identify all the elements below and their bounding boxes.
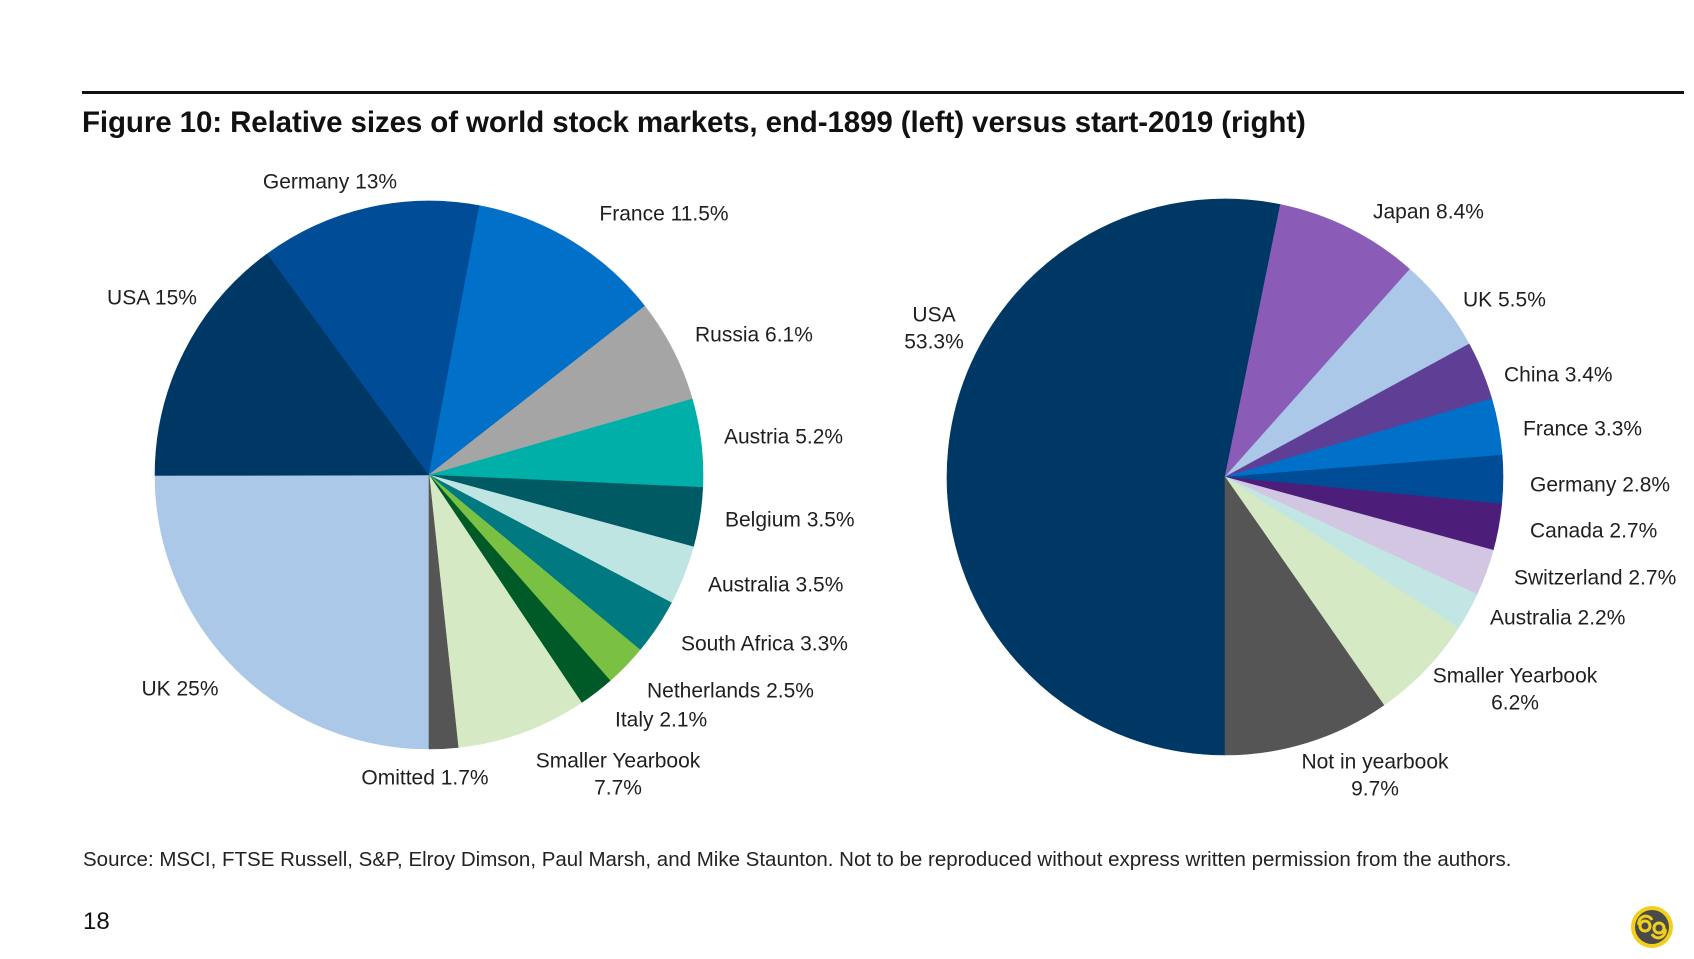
slice-value-label-not-in-yearbook: 9.7% [1351, 778, 1399, 801]
slice-label-austria: Austria 5.2% [724, 426, 843, 449]
source-note: Source: MSCI, FTSE Russell, S&P, Elroy D… [83, 848, 1512, 871]
pie-slice-france [428, 205, 646, 476]
slice-label-russia: Russia 6.1% [695, 324, 813, 347]
pie-slice-uk [154, 474, 430, 750]
slice-label-australia: Australia 3.5% [708, 574, 843, 597]
pie-slice-japan [1224, 204, 1411, 479]
slice-label-belgium: Belgium 3.5% [725, 509, 855, 532]
pie-slice-not-in-yearbook [1224, 476, 1385, 756]
slice-label-uk: UK 5.5% [1463, 289, 1546, 312]
pie-labels-1899: UK 25% USA 15% Germany 13% France 11.5% Russ… [107, 171, 855, 800]
pie-labels-2019: USA 53.3% Japan 8.4% UK 5.5% China 3.4% Franc… [904, 201, 1676, 801]
slice-label-australia: Australia 2.2% [1490, 607, 1625, 630]
slice-label-france: France 11.5% [599, 203, 728, 226]
slice-value-label-smaller-yearbook: 6.2% [1491, 692, 1539, 715]
slice-value-label-usa: 53.3% [904, 331, 964, 354]
slice-label-uk: UK 25% [141, 678, 218, 701]
slice-label-switzerland: Switzerland 2.7% [1514, 567, 1676, 590]
slice-label-smaller-yearbook: Smaller Yearbook [1433, 665, 1598, 688]
slice-label-canada: Canada 2.7% [1530, 520, 1657, 543]
figure-title: Figure 10: Relative sizes of world stock… [82, 106, 1306, 139]
page-number: 18 [83, 908, 110, 935]
slice-label-smaller-yearbook: Smaller Yearbook [536, 750, 701, 773]
slice-label-netherlands: Netherlands 2.5% [647, 680, 814, 703]
slice-label-usa: USA [912, 304, 955, 327]
slice-label-south-africa: South Africa 3.3% [681, 633, 848, 656]
pie-chart-2019 [946, 198, 1504, 756]
slice-label-not-in-yearbook: Not in yearbook [1301, 751, 1449, 774]
slice-label-italy: Italy 2.1% [615, 709, 707, 732]
slice-label-usa: USA 15% [107, 287, 197, 310]
slice-label-japan: Japan 8.4% [1373, 201, 1484, 224]
pie-slice-smaller-yearbook [428, 474, 582, 748]
pie-chart-1899 [154, 200, 704, 750]
circled-69-logo-icon [1631, 906, 1673, 948]
pie-slice-usa [154, 253, 430, 476]
title-rule [82, 91, 1684, 94]
slice-label-germany: Germany 2.8% [1530, 474, 1670, 497]
pie-slice-omitted [428, 474, 459, 750]
slice-value-label-smaller-yearbook: 7.7% [594, 777, 642, 800]
slice-label-france: France 3.3% [1523, 418, 1642, 441]
slice-label-omitted: Omitted 1.7% [361, 767, 488, 790]
slice-label-china: China 3.4% [1504, 364, 1613, 387]
pie-slice-usa [946, 198, 1281, 756]
pie-slice-germany [266, 200, 480, 476]
slice-label-germany: Germany 13% [263, 171, 397, 194]
